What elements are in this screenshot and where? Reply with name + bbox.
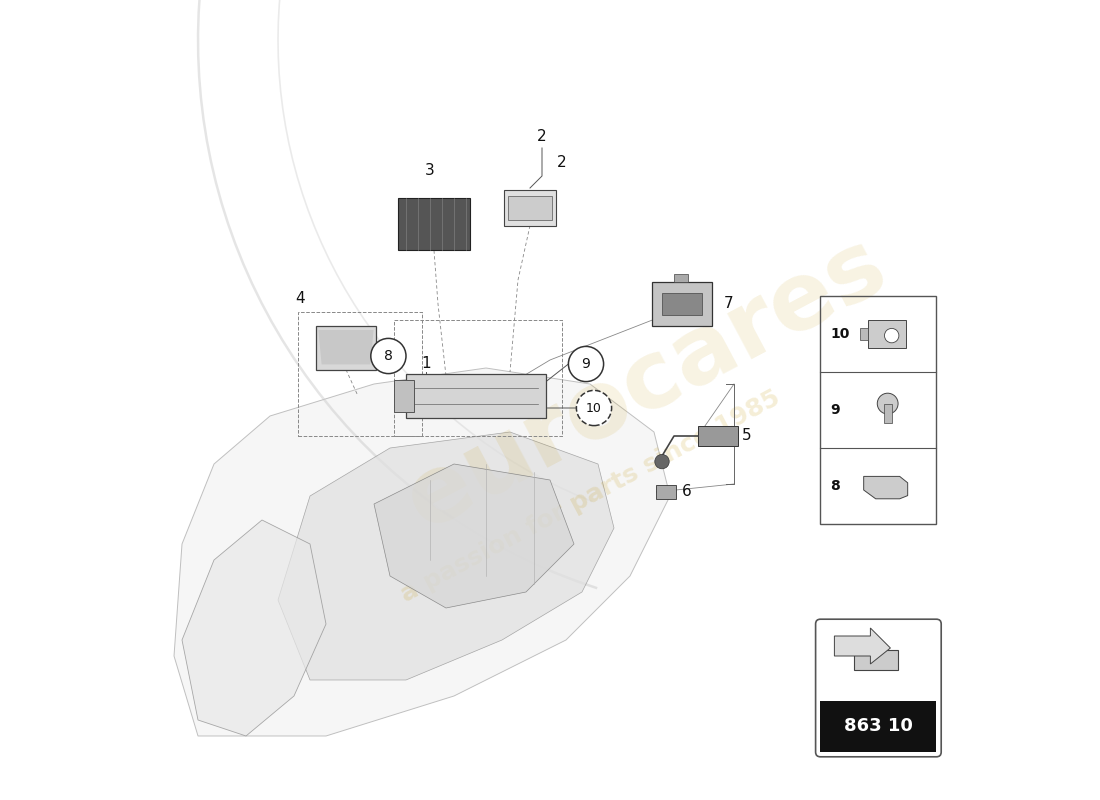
Bar [398,198,470,250]
Bar [298,312,422,436]
Polygon shape [374,464,574,608]
Bar [652,282,712,326]
Circle shape [878,394,898,414]
Bar [394,320,562,436]
Polygon shape [318,330,374,365]
Polygon shape [864,477,907,499]
Text: 3: 3 [425,163,435,178]
Text: 863 10: 863 10 [844,718,913,735]
Text: 2: 2 [537,129,547,144]
Bar [698,426,738,446]
Text: 10: 10 [830,327,849,341]
Bar [860,328,868,341]
Circle shape [884,329,899,343]
Polygon shape [835,628,890,664]
Bar [855,650,899,670]
Text: 6: 6 [682,485,692,499]
Circle shape [654,454,669,469]
Text: 7: 7 [724,297,734,311]
Bar [674,274,689,282]
Polygon shape [394,380,414,412]
Bar [657,485,676,499]
Bar [406,374,546,418]
Bar [821,296,936,524]
Text: 8: 8 [830,479,839,493]
Circle shape [576,390,612,426]
FancyBboxPatch shape [815,619,942,757]
Text: 4: 4 [295,291,305,306]
Bar [821,701,936,752]
Text: a passion for parts since 1985: a passion for parts since 1985 [396,386,784,606]
Text: 10: 10 [586,402,602,414]
Polygon shape [182,520,326,736]
Polygon shape [278,432,614,680]
Text: 2: 2 [558,155,566,170]
Circle shape [569,346,604,382]
Bar [508,195,552,220]
Text: 5: 5 [742,429,751,443]
Text: 8: 8 [384,349,393,363]
Bar [662,293,702,315]
Text: eurocares: eurocares [390,219,901,549]
Bar [868,320,906,349]
Circle shape [371,338,406,374]
Polygon shape [174,368,670,736]
Bar [316,326,376,370]
Bar [504,190,556,226]
Bar [883,403,892,423]
Text: 9: 9 [582,357,591,371]
Text: 1: 1 [421,357,431,371]
Text: 9: 9 [830,403,839,417]
